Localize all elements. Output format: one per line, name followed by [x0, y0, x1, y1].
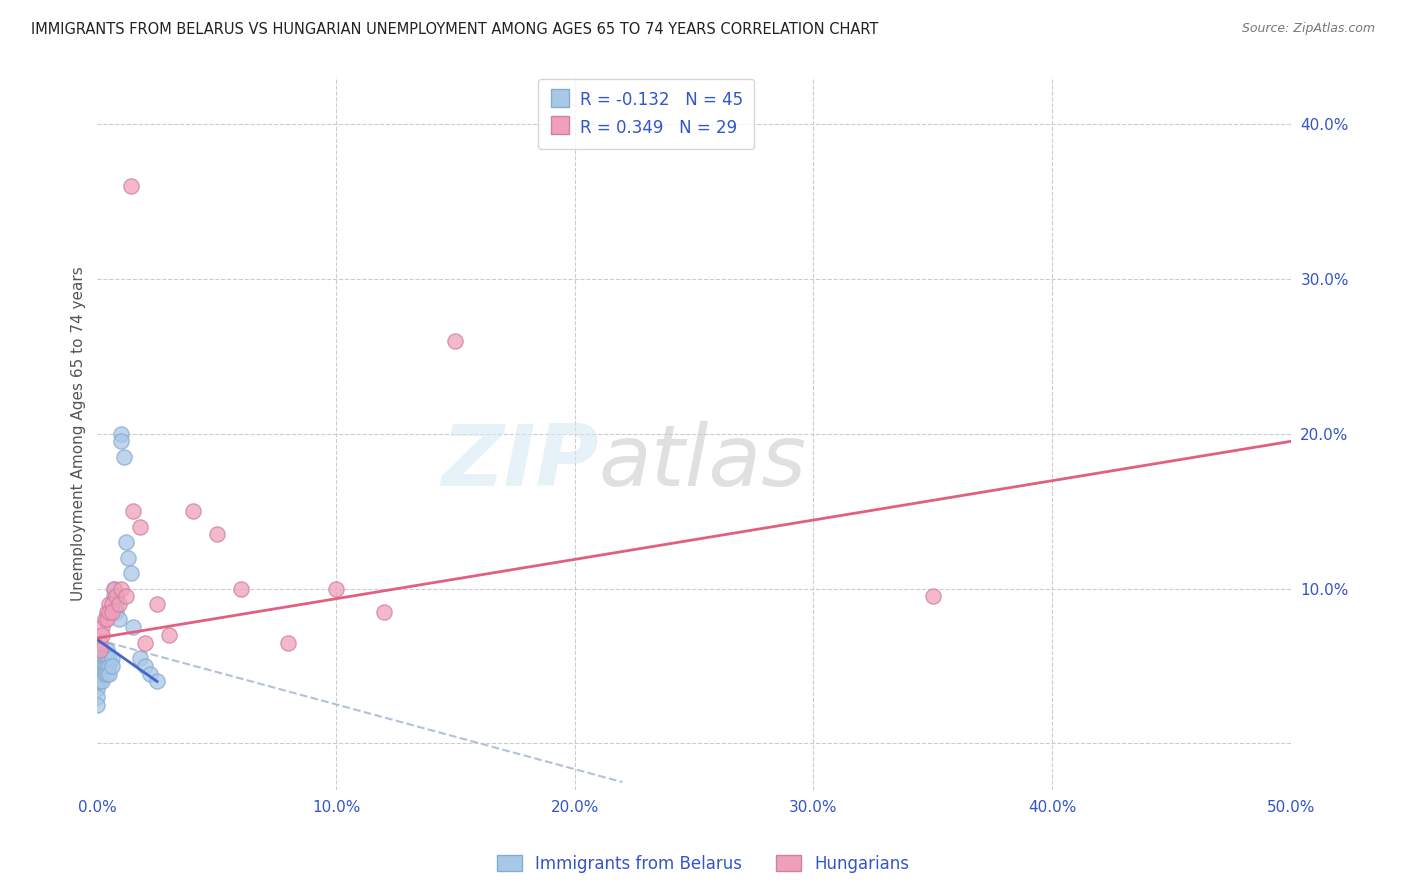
Point	[129, 651, 152, 665]
Point	[98, 651, 121, 665]
Point	[91, 620, 114, 634]
Point	[122, 620, 145, 634]
Point	[96, 605, 118, 619]
Point	[108, 597, 131, 611]
Point	[139, 666, 162, 681]
Point	[98, 666, 121, 681]
Point	[229, 582, 252, 596]
Point	[91, 666, 114, 681]
Text: Source: ZipAtlas.com: Source: ZipAtlas.com	[1241, 22, 1375, 36]
Legend: Immigrants from Belarus, Hungarians: Immigrants from Belarus, Hungarians	[491, 848, 915, 880]
Point	[112, 450, 135, 464]
Point	[122, 504, 145, 518]
Point	[96, 666, 118, 681]
Point	[91, 659, 114, 673]
Point	[157, 628, 180, 642]
Point	[117, 550, 139, 565]
Point	[105, 605, 128, 619]
Point	[100, 651, 122, 665]
Point	[115, 535, 138, 549]
Legend: R = -0.132   N = 45, R = 0.349   N = 29: R = -0.132 N = 45, R = 0.349 N = 29	[538, 78, 755, 149]
Point	[89, 674, 111, 689]
Point	[86, 651, 108, 665]
Point	[86, 690, 108, 704]
Point	[108, 612, 131, 626]
Point	[444, 334, 467, 348]
Text: IMMIGRANTS FROM BELARUS VS HUNGARIAN UNEMPLOYMENT AMONG AGES 65 TO 74 YEARS CORR: IMMIGRANTS FROM BELARUS VS HUNGARIAN UNE…	[31, 22, 879, 37]
Point	[129, 519, 152, 533]
Point	[146, 674, 169, 689]
Point	[103, 582, 125, 596]
Point	[134, 636, 156, 650]
Point	[100, 605, 122, 619]
Point	[89, 659, 111, 673]
Point	[89, 643, 111, 657]
Point	[103, 589, 125, 603]
Point	[110, 582, 132, 596]
Point	[89, 636, 111, 650]
Point	[89, 643, 111, 657]
Point	[103, 582, 125, 596]
Point	[373, 605, 395, 619]
Point	[325, 582, 347, 596]
Point	[100, 597, 122, 611]
Point	[89, 666, 111, 681]
Point	[91, 628, 114, 642]
Point	[100, 659, 122, 673]
Y-axis label: Unemployment Among Ages 65 to 74 years: Unemployment Among Ages 65 to 74 years	[72, 267, 86, 601]
Point	[120, 566, 142, 580]
Point	[181, 504, 204, 518]
Text: ZIP: ZIP	[441, 421, 599, 504]
Point	[96, 643, 118, 657]
Point	[93, 612, 115, 626]
Point	[110, 434, 132, 449]
Point	[86, 682, 108, 697]
Point	[134, 659, 156, 673]
Point	[93, 659, 115, 673]
Point	[86, 659, 108, 673]
Text: atlas: atlas	[599, 421, 807, 504]
Point	[93, 651, 115, 665]
Point	[205, 527, 228, 541]
Point	[91, 651, 114, 665]
Point	[86, 698, 108, 712]
Point	[105, 589, 128, 603]
Point	[110, 426, 132, 441]
Point	[86, 643, 108, 657]
Point	[277, 636, 299, 650]
Point	[921, 589, 943, 603]
Point	[91, 674, 114, 689]
Point	[86, 666, 108, 681]
Point	[86, 674, 108, 689]
Point	[89, 651, 111, 665]
Point	[115, 589, 138, 603]
Point	[96, 659, 118, 673]
Point	[98, 659, 121, 673]
Point	[98, 605, 121, 619]
Point	[120, 178, 142, 193]
Point	[93, 666, 115, 681]
Point	[105, 597, 128, 611]
Point	[96, 612, 118, 626]
Point	[96, 651, 118, 665]
Point	[146, 597, 169, 611]
Point	[98, 597, 121, 611]
